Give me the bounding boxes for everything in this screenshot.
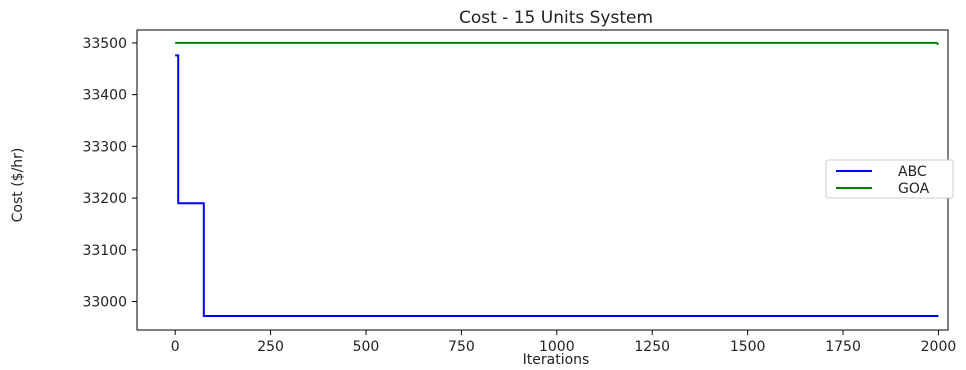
y-tick-label: 33300 [82, 139, 127, 155]
legend: ABC GOA [826, 160, 953, 198]
y-tick-label: 33000 [82, 295, 127, 311]
x-tick-label: 750 [448, 339, 475, 355]
legend-label-abc: ABC [898, 164, 927, 180]
y-axis-label: Cost ($/hr) [10, 148, 26, 223]
series-layer [175, 43, 938, 316]
y-tick-label: 33100 [82, 243, 127, 259]
x-tick-label: 1500 [730, 339, 766, 355]
legend-box [826, 160, 953, 198]
chart-title: Cost - 15 Units System [459, 8, 653, 28]
x-tick-label: 0 [171, 339, 180, 355]
x-tick-label: 1250 [634, 339, 670, 355]
y-axis: 33000 33100 33200 33300 33400 33500 [82, 36, 137, 311]
x-tick-label: 2000 [921, 339, 957, 355]
x-axis-label: Iterations [523, 352, 590, 368]
y-tick-label: 33200 [82, 191, 127, 207]
y-tick-label: 33500 [82, 36, 127, 52]
y-tick-label: 33400 [82, 88, 127, 104]
series-line-abc [175, 55, 938, 316]
x-tick-label: 500 [353, 339, 380, 355]
series-line-goa [175, 43, 938, 45]
legend-label-goa: GOA [898, 181, 930, 197]
x-tick-label: 1750 [825, 339, 861, 355]
x-tick-label: 250 [257, 339, 284, 355]
